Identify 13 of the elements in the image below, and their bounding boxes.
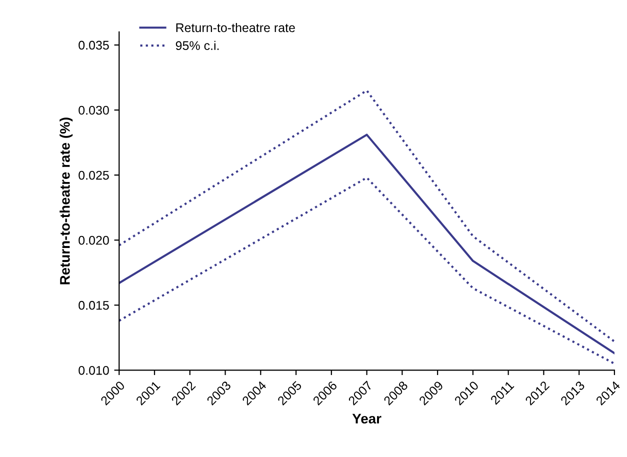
legend-label: 95% c.i. (176, 40, 219, 50)
x-axis-title: Year (352, 414, 382, 424)
y-tick-label: 0.035 (78, 40, 109, 50)
line-series (119, 176, 614, 365)
y-tick-label: 0.010 (78, 366, 109, 375)
y-tick-label: 0.030 (78, 106, 109, 115)
y-tick-label: 0.020 (78, 236, 109, 245)
y-tick-label: 0.025 (78, 170, 109, 180)
line-series (119, 134, 614, 354)
y-axis-title: Return-to-theatre rate (%) (60, 118, 73, 284)
y-tick-label: 0.015 (78, 300, 109, 310)
line-series (119, 89, 614, 343)
legend-label: Return-to-theatre rate (176, 22, 295, 32)
